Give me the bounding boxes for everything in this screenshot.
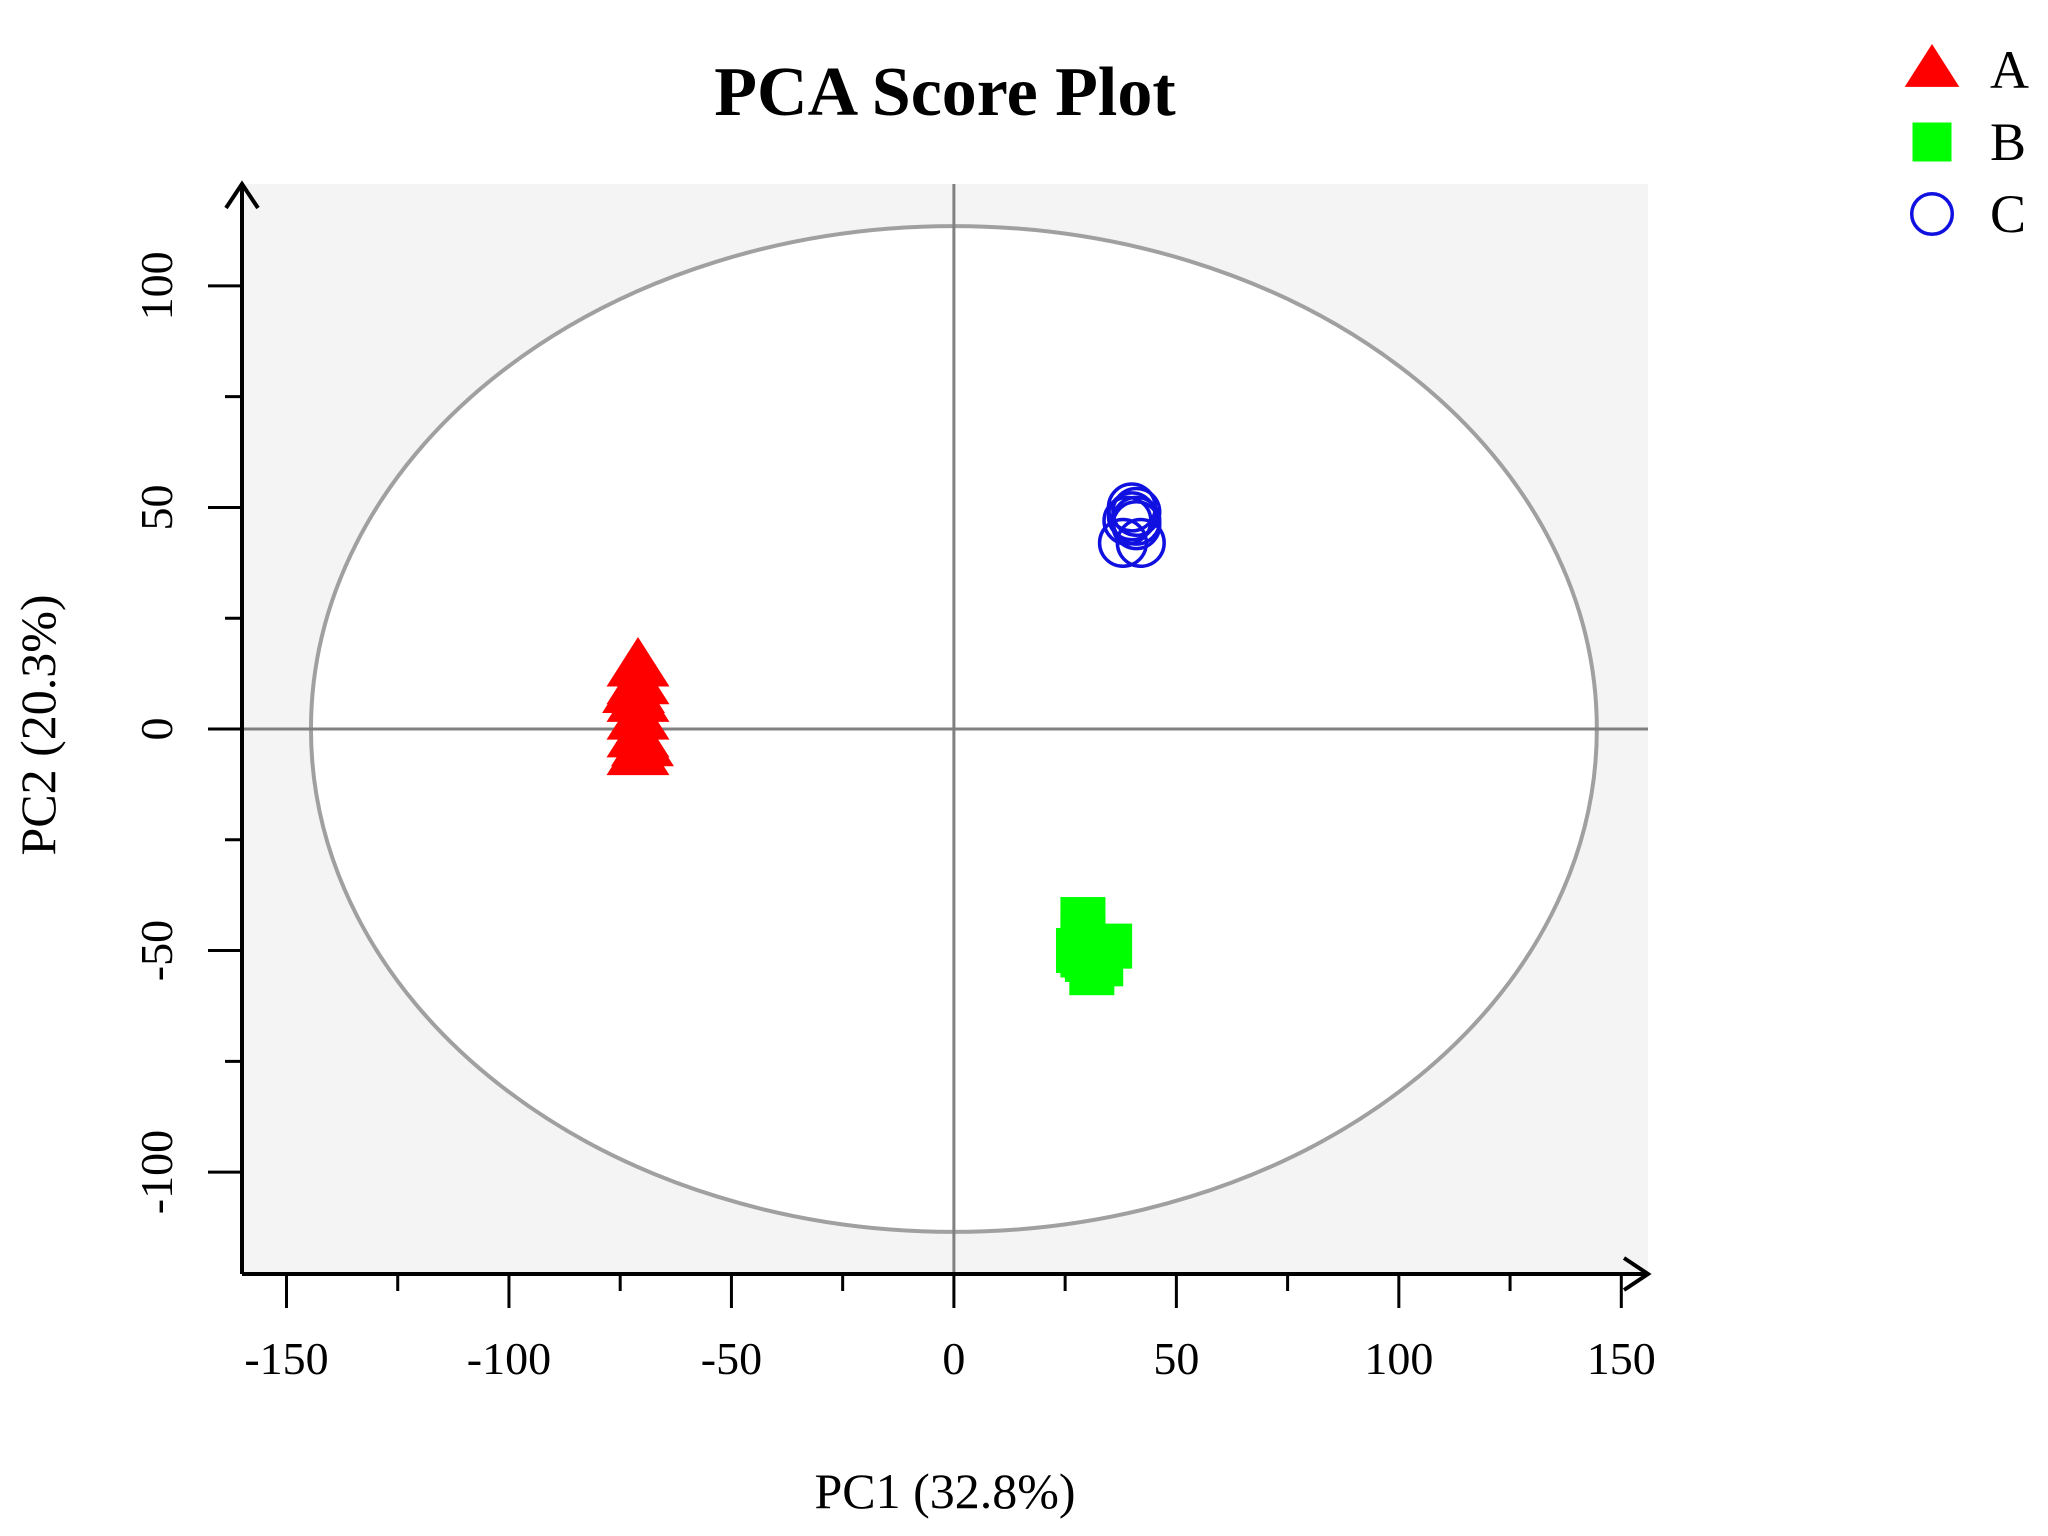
y-axis-arrow (224, 180, 260, 210)
legend-item-B: B (1912, 112, 2026, 172)
x-tick-label: -150 (244, 1333, 328, 1384)
x-tick-label: -50 (701, 1333, 762, 1384)
y-axis-label: PC2 (20.3%) (10, 594, 66, 855)
legend-item-A: A (1904, 40, 2029, 100)
chart-title: PCA Score Plot (714, 54, 1175, 131)
x-tick-label: 50 (1153, 1333, 1199, 1384)
y-tick-label: -100 (131, 1130, 182, 1214)
y-tick-label: 100 (131, 251, 182, 320)
legend-marker-C (1909, 191, 1955, 237)
legend-marker-B (1912, 122, 1952, 162)
legend: ABC (1904, 40, 2029, 244)
point-C (1111, 495, 1162, 546)
legend-label-B: B (1990, 112, 2026, 172)
plot-area: -150 -100 -50 0 50 100 150 -100 -50 0 50 100 (131, 180, 1656, 1384)
y-tick-label: -50 (131, 920, 182, 981)
legend-label-C: C (1990, 184, 2026, 244)
series-A (602, 636, 674, 776)
point-A (602, 663, 666, 714)
x-tick-label: -100 (467, 1333, 551, 1384)
x-tick-label: 150 (1587, 1333, 1656, 1384)
x-tick-label: 0 (942, 1333, 965, 1384)
x-tick-label: 100 (1364, 1333, 1433, 1384)
y-tick-label: 50 (131, 484, 182, 530)
x-axis-arrow (1622, 1256, 1652, 1292)
point-C (1115, 517, 1166, 569)
point-B (1055, 928, 1101, 974)
legend-item-C: C (1909, 184, 2026, 244)
series-B (1055, 897, 1133, 996)
series-C (1097, 482, 1166, 569)
legend-label-A: A (1990, 40, 2029, 100)
y-tick-label: 0 (131, 718, 182, 741)
point-A (610, 716, 674, 767)
legend-marker-A (1904, 44, 1960, 87)
x-axis-label: PC1 (32.8%) (814, 1463, 1075, 1519)
